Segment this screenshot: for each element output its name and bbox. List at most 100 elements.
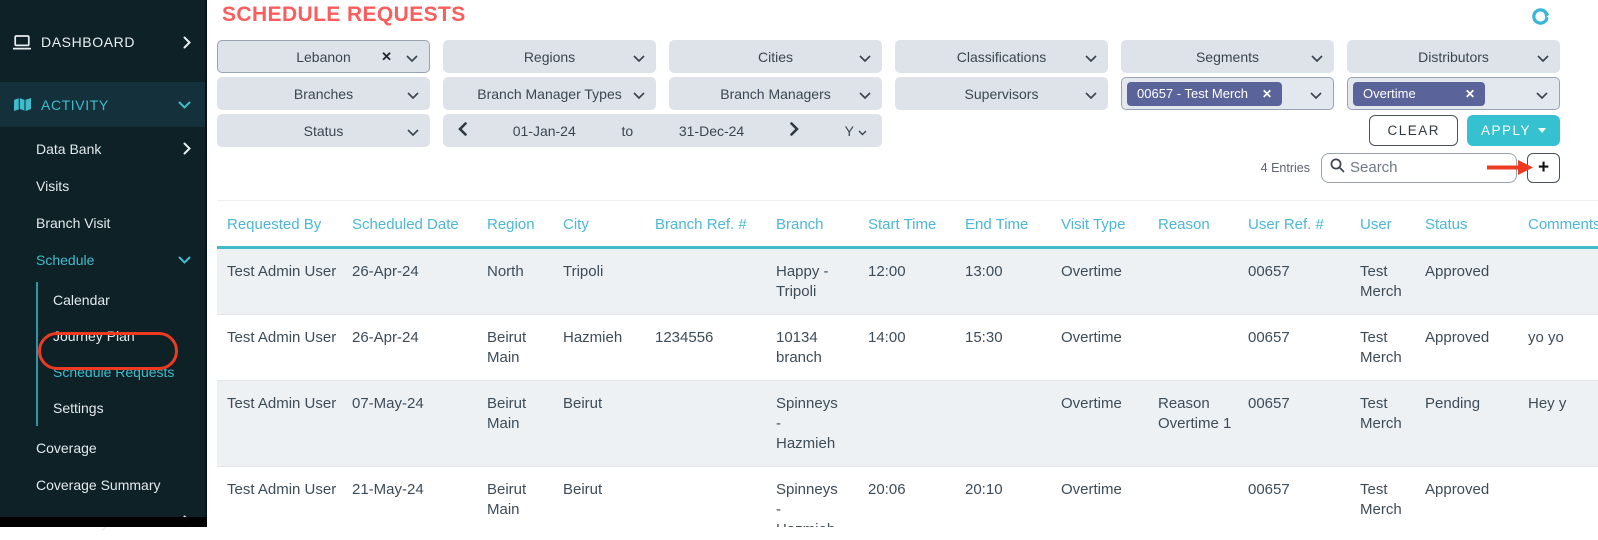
cell-branch-ref bbox=[655, 480, 776, 527]
sidebar-item-coverage-summary[interactable]: Coverage Summary bbox=[0, 466, 205, 503]
filter-country[interactable]: Lebanon ✕ bbox=[217, 40, 430, 73]
filter-label: Regions bbox=[523, 48, 576, 65]
table-row[interactable]: Test Admin User 07-May-24 Beirut Main Be… bbox=[217, 380, 1598, 466]
col-branch-ref[interactable]: Branch Ref. # bbox=[655, 216, 747, 233]
cell-branch-ref: 1234556 bbox=[655, 329, 714, 346]
chevron-down-icon bbox=[407, 86, 419, 102]
sidebar-item-label: Branch Visit bbox=[36, 214, 111, 231]
prev-period-icon[interactable] bbox=[458, 122, 467, 139]
table-toolbar: 4 Entries + bbox=[217, 152, 1560, 183]
cell-requested-by: Test Admin User bbox=[227, 395, 337, 412]
sidebar-item-label: Data Bank bbox=[36, 140, 102, 157]
chevron-right-icon bbox=[183, 142, 191, 155]
filter-cities[interactable]: Cities bbox=[669, 40, 882, 73]
cell-requested-by: Test Admin User bbox=[227, 263, 337, 280]
col-comments[interactable]: Comments bbox=[1528, 216, 1598, 233]
table-row[interactable]: Test Admin User 21-May-24 Beirut Main Be… bbox=[217, 466, 1598, 527]
cell-scheduled-date: 26-Apr-24 bbox=[352, 263, 419, 280]
col-reason[interactable]: Reason bbox=[1158, 216, 1210, 233]
chevron-down-icon bbox=[178, 101, 191, 109]
schedule-submenu: Calendar Journey Plan Schedule Requests … bbox=[36, 282, 205, 426]
cell-start-time bbox=[868, 394, 965, 454]
date-from[interactable]: 01-Jan-24 bbox=[512, 122, 576, 139]
col-start-time[interactable]: Start Time bbox=[868, 216, 937, 233]
cell-branch: 10134 branch bbox=[776, 329, 822, 366]
filter-branch-manager-types[interactable]: Branch Manager Types bbox=[443, 77, 656, 110]
cell-visit-type: Overtime bbox=[1061, 481, 1122, 498]
filter-supervisors[interactable]: Supervisors bbox=[895, 77, 1108, 110]
sidebar-item-dashboard[interactable]: DASHBOARD bbox=[0, 21, 205, 63]
search-icon bbox=[1330, 158, 1345, 178]
cell-reason bbox=[1158, 328, 1248, 368]
search-input[interactable] bbox=[1350, 159, 1500, 176]
cell-branch: Happy - Tripoli bbox=[776, 263, 829, 300]
col-scheduled-date[interactable]: Scheduled Date bbox=[352, 216, 459, 233]
next-period-icon[interactable] bbox=[790, 122, 799, 139]
caret-down-icon bbox=[1538, 128, 1546, 133]
col-user-ref[interactable]: User Ref. # bbox=[1248, 216, 1324, 233]
col-end-time[interactable]: End Time bbox=[965, 216, 1029, 233]
sidebar-item-branch-visit[interactable]: Branch Visit bbox=[0, 204, 205, 241]
filter-regions[interactable]: Regions bbox=[443, 40, 656, 73]
cell-scheduled-date: 26-Apr-24 bbox=[352, 329, 419, 346]
sidebar-item-calendar[interactable]: Calendar bbox=[38, 282, 205, 318]
cell-city: Beirut bbox=[563, 395, 603, 412]
period-unit-value: Y bbox=[844, 122, 854, 139]
filter-country-value: Lebanon bbox=[296, 48, 351, 65]
sidebar-item-label: Schedule Requests bbox=[53, 364, 175, 380]
cell-region: Beirut Main bbox=[487, 481, 527, 518]
chip-remove-icon[interactable]: ✕ bbox=[1464, 86, 1475, 101]
schedule-requests-table: Requested By Scheduled Date Region City … bbox=[217, 200, 1598, 527]
apply-button[interactable]: APPLY bbox=[1466, 115, 1560, 146]
sidebar-item-coverage[interactable]: Coverage bbox=[0, 429, 205, 466]
map-icon bbox=[9, 97, 35, 112]
apply-button-label: APPLY bbox=[1480, 123, 1531, 138]
cell-reason bbox=[1158, 262, 1248, 302]
refresh-icon[interactable] bbox=[1531, 7, 1550, 31]
cell-region: Beirut Main bbox=[487, 395, 527, 432]
col-branch[interactable]: Branch bbox=[776, 216, 824, 233]
cell-reason bbox=[1158, 480, 1248, 527]
add-request-button[interactable]: + bbox=[1527, 152, 1560, 183]
filter-users[interactable]: 00657 - Test Merch ✕ bbox=[1121, 77, 1334, 110]
clear-x-icon[interactable]: ✕ bbox=[381, 48, 392, 64]
filter-branch-managers[interactable]: Branch Managers bbox=[669, 77, 882, 110]
cell-comments: yo yo bbox=[1528, 329, 1564, 346]
sidebar-item-schedule[interactable]: Schedule bbox=[0, 241, 205, 278]
filter-label: Segments bbox=[1195, 48, 1260, 65]
sidebar-item-settings[interactable]: Settings bbox=[38, 390, 205, 426]
col-city[interactable]: City bbox=[563, 216, 589, 233]
date-range-picker[interactable]: 01-Jan-24 to 31-Dec-24 Y bbox=[443, 114, 882, 147]
filter-branches[interactable]: Branches bbox=[217, 77, 430, 110]
cell-branch: Spinneys - Hazmieh bbox=[776, 395, 838, 452]
chip-remove-icon[interactable]: ✕ bbox=[1262, 86, 1273, 101]
date-to[interactable]: 31-Dec-24 bbox=[678, 122, 745, 139]
sidebar-item-schedule-requests[interactable]: Schedule Requests bbox=[38, 354, 205, 390]
col-status[interactable]: Status bbox=[1425, 216, 1468, 233]
filter-segments[interactable]: Segments bbox=[1121, 40, 1334, 73]
chevron-down-icon bbox=[1537, 49, 1549, 65]
cell-city: Tripoli bbox=[563, 263, 604, 280]
sidebar: DASHBOARD ACTIVITY Data Bank Visits Bran… bbox=[0, 0, 207, 530]
cell-end-time: 15:30 bbox=[965, 329, 1003, 346]
filter-visit-types[interactable]: Overtime ✕ bbox=[1347, 77, 1560, 110]
col-region[interactable]: Region bbox=[487, 216, 535, 233]
filter-status[interactable]: Status bbox=[217, 114, 430, 147]
sidebar-item-visits[interactable]: Visits bbox=[0, 167, 205, 204]
sidebar-item-journey-plan[interactable]: Journey Plan bbox=[38, 318, 205, 354]
sidebar-item-activity[interactable]: ACTIVITY bbox=[0, 82, 205, 127]
filter-classifications[interactable]: Classifications bbox=[895, 40, 1108, 73]
search-box[interactable] bbox=[1321, 152, 1517, 183]
table-row[interactable]: Test Admin User 26-Apr-24 Beirut Main Ha… bbox=[217, 314, 1598, 380]
col-user[interactable]: User bbox=[1360, 216, 1392, 233]
col-visit-type[interactable]: Visit Type bbox=[1061, 216, 1126, 233]
chevron-down-icon bbox=[1085, 86, 1097, 102]
table-row[interactable]: Test Admin User 26-Apr-24 North Tripoli … bbox=[217, 249, 1598, 314]
cell-status: Approved bbox=[1425, 263, 1490, 280]
period-unit-select[interactable]: Y bbox=[845, 123, 867, 139]
sidebar-item-data-bank[interactable]: Data Bank bbox=[0, 130, 205, 167]
filter-distributors[interactable]: Distributors bbox=[1347, 40, 1560, 73]
chevron-down-icon bbox=[406, 49, 418, 65]
col-requested-by[interactable]: Requested By bbox=[227, 216, 322, 233]
clear-button[interactable]: CLEAR bbox=[1369, 115, 1458, 146]
